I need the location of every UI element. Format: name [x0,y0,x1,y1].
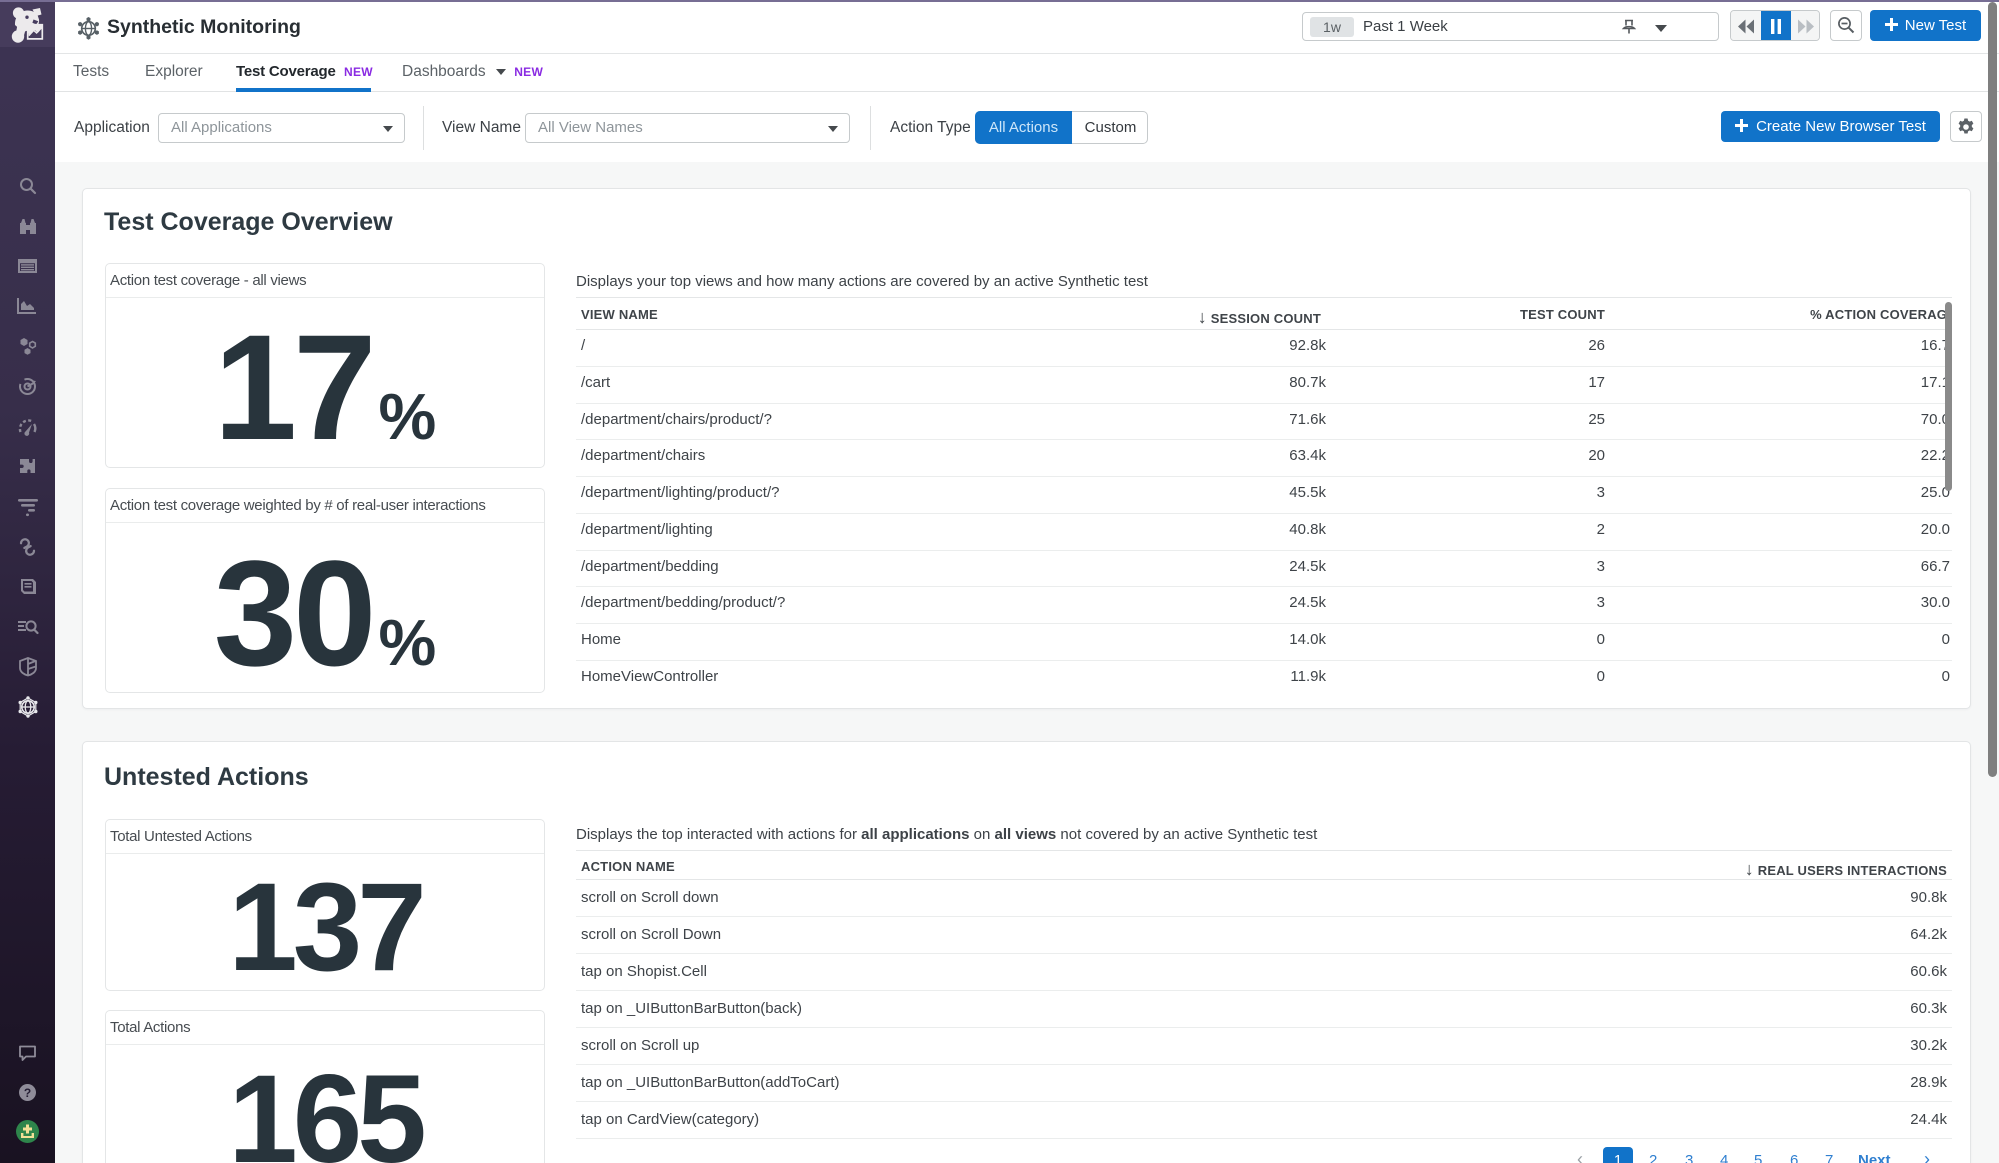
svg-text:?: ? [24,1086,31,1100]
